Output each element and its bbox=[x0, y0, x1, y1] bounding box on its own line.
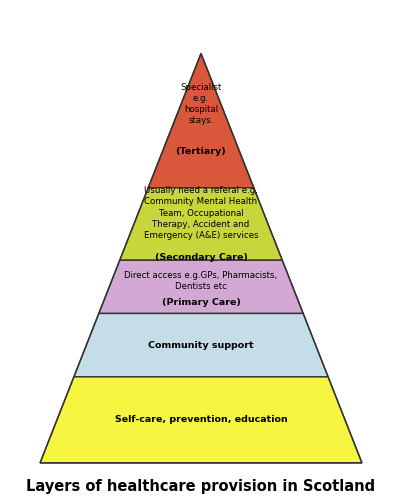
Polygon shape bbox=[99, 260, 302, 313]
Text: (Tertiary): (Tertiary) bbox=[175, 147, 226, 156]
Polygon shape bbox=[74, 313, 327, 377]
Text: Specialist
e.g.
hospital
stays.: Specialist e.g. hospital stays. bbox=[180, 83, 221, 125]
Polygon shape bbox=[119, 188, 282, 260]
Text: Community support: Community support bbox=[148, 341, 253, 350]
Text: Usually need a referal e.g.
Community Mental Health
Team, Occupational
Therapy, : Usually need a referal e.g. Community Me… bbox=[144, 187, 257, 240]
Text: Direct access e.g.GPs, Pharmacists,
Dentists etc: Direct access e.g.GPs, Pharmacists, Dent… bbox=[124, 271, 277, 291]
Polygon shape bbox=[148, 53, 253, 188]
Text: Layers of healthcare provision in Scotland: Layers of healthcare provision in Scotla… bbox=[26, 479, 375, 494]
Polygon shape bbox=[40, 377, 361, 463]
Text: (Primary Care): (Primary Care) bbox=[161, 298, 240, 307]
Text: Self-care, prevention, education: Self-care, prevention, education bbox=[114, 415, 287, 424]
Text: (Secondary Care): (Secondary Care) bbox=[154, 253, 247, 262]
